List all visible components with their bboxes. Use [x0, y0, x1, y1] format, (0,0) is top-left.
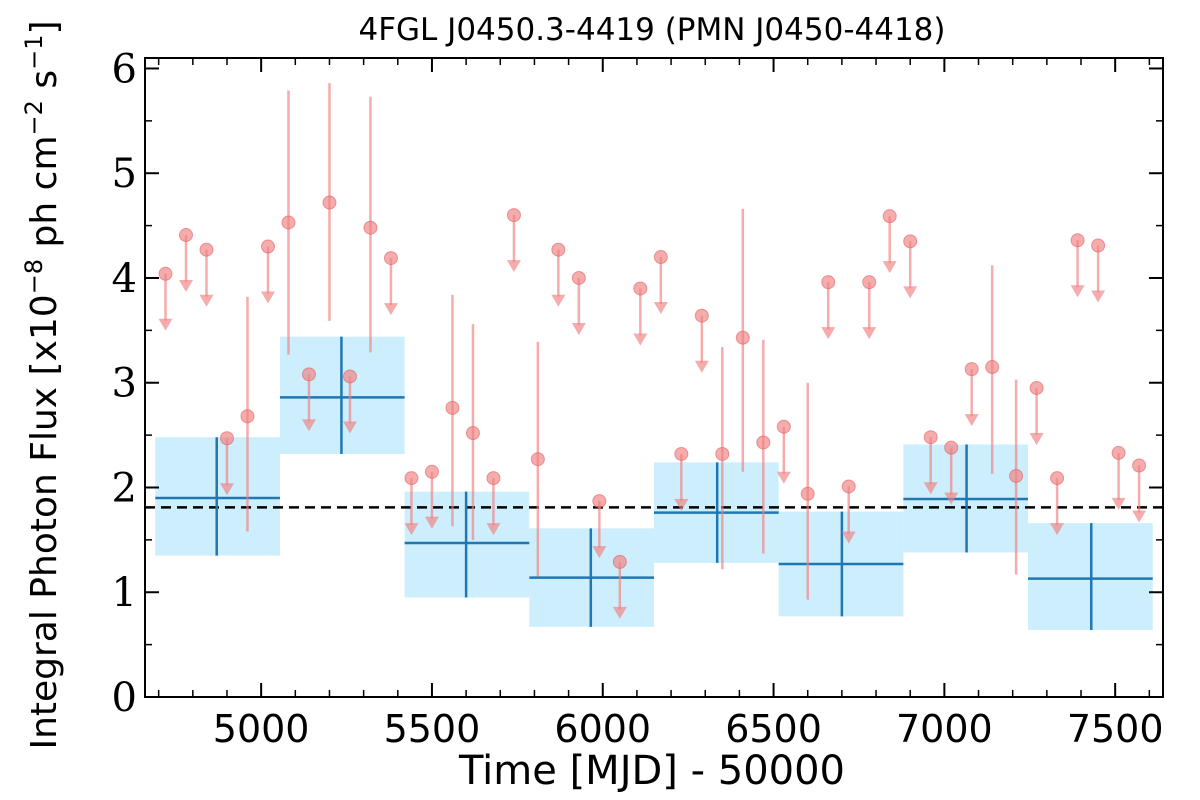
flux-point-27	[716, 447, 729, 460]
flux-point-21	[593, 495, 606, 508]
flux-point-14	[446, 401, 459, 414]
x-tick-label-2: 6000	[554, 707, 651, 751]
flux-point-39	[965, 363, 978, 376]
flux-point-18	[531, 453, 544, 466]
flux-point-43	[1051, 472, 1064, 485]
flux-point-30	[777, 420, 790, 433]
y-tick-label-6: 6	[112, 46, 137, 92]
flux-point-20	[572, 271, 585, 284]
flux-point-4	[241, 410, 254, 423]
upper-limit-arrowhead-32	[821, 327, 835, 339]
upper-limit-arrowhead-44	[1071, 285, 1085, 297]
flux-point-33	[842, 480, 855, 493]
y-axis-label-exp-area: −2	[20, 100, 48, 135]
x-tick-label-3: 6500	[725, 707, 822, 751]
flux-point-15	[466, 427, 479, 440]
flux-point-26	[695, 309, 708, 322]
y-axis-label-main: Integral Photon Flux [x10	[24, 294, 65, 749]
flux-point-44	[1071, 234, 1084, 247]
y-tick-labels: 0 1 2 3 4 5 6	[112, 46, 137, 721]
chart-title: 4FGL J0450.3-4419 (PMN J0450-4418)	[358, 12, 945, 48]
x-tick-label-4: 7000	[896, 707, 993, 751]
light-curve-chart: 5000 5500 6000 6500 7000 7500 0 1 2 3 4 5 6 4FGL J0…	[0, 0, 1200, 800]
y-tick-label-1: 1	[112, 570, 137, 616]
flux-point-42	[1030, 381, 1043, 394]
y-tick-label-3: 3	[112, 361, 137, 407]
upper-limit-arrowhead-5	[261, 292, 275, 304]
flux-point-47	[1133, 459, 1146, 472]
y-tick-label-0: 0	[112, 675, 137, 721]
upper-limit-arrowhead-1	[179, 280, 193, 292]
flux-point-0	[159, 267, 172, 280]
upper-limit-arrowhead-26	[695, 361, 709, 373]
flux-point-34	[863, 276, 876, 289]
upper-limit-arrowhead-24	[654, 302, 668, 314]
y-axis-label: Integral Photon Flux [x10−8 ph cm−2 s−1]	[20, 20, 65, 749]
flux-point-16	[487, 472, 500, 485]
flux-point-9	[343, 370, 356, 383]
upper-limit-arrowhead-35	[883, 261, 897, 273]
upper-limit-arrowhead-11	[384, 303, 398, 315]
upper-limit-arrowhead-30	[777, 472, 791, 484]
y-axis-label-mid: ph cm	[24, 135, 65, 258]
flux-point-46	[1112, 446, 1125, 459]
y-tick-label-5: 5	[112, 151, 137, 197]
flux-point-32	[822, 276, 835, 289]
upper-limit-arrowhead-42	[1030, 433, 1044, 445]
upper-limit-arrowhead-36	[903, 286, 917, 298]
upper-limit-arrowhead-45	[1091, 291, 1105, 303]
flux-point-38	[945, 441, 958, 454]
flux-point-41	[1010, 469, 1023, 482]
upper-limit-arrowhead-47	[1132, 510, 1146, 522]
upper-limit-arrowhead-17	[507, 260, 521, 272]
upper-limit-arrowhead-0	[158, 319, 172, 331]
upper-limit-arrowhead-2	[199, 295, 213, 307]
flux-point-24	[654, 251, 667, 264]
y-axis-label-exp-flux: −8	[20, 259, 48, 294]
upper-limit-arrowhead-19	[551, 295, 565, 307]
flux-point-25	[675, 447, 688, 460]
flux-point-36	[904, 235, 917, 248]
upper-limit-arrowhead-23	[633, 333, 647, 345]
flux-point-40	[986, 361, 999, 374]
long-bin-bands	[155, 337, 1153, 630]
flux-point-31	[801, 487, 814, 500]
upper-limit-arrowhead-39	[965, 414, 979, 426]
upper-limit-arrowhead-20	[572, 323, 586, 335]
flux-point-8	[323, 196, 336, 209]
flux-point-2	[200, 243, 213, 256]
flux-point-5	[261, 240, 274, 253]
y-axis-label-mid2: s	[24, 70, 65, 100]
flux-point-35	[883, 210, 896, 223]
y-axis-label-exp-time: −1	[20, 35, 48, 70]
flux-point-29	[757, 436, 770, 449]
x-tick-label-0: 5000	[213, 707, 310, 751]
x-tick-label-5: 7500	[1067, 707, 1164, 751]
flux-point-7	[302, 368, 315, 381]
y-tick-label-2: 2	[112, 465, 137, 511]
flux-point-45	[1092, 239, 1105, 252]
flux-point-28	[736, 331, 749, 344]
flux-point-11	[384, 252, 397, 265]
y-axis-label-end: ]	[24, 20, 65, 34]
flux-point-10	[364, 221, 377, 234]
upper-limit-arrowhead-34	[862, 327, 876, 339]
x-tick-labels: 5000 5500 6000 6500 7000 7500	[213, 707, 1164, 751]
x-tick-label-1: 5500	[384, 707, 481, 751]
flux-point-37	[924, 431, 937, 444]
flux-point-19	[552, 243, 565, 256]
flux-point-17	[507, 209, 520, 222]
flux-point-12	[405, 472, 418, 485]
flux-point-22	[613, 555, 626, 568]
flux-point-23	[634, 282, 647, 295]
y-tick-label-4: 4	[112, 256, 137, 302]
flux-point-1	[179, 229, 192, 242]
flux-point-3	[220, 432, 233, 445]
flux-point-6	[282, 216, 295, 229]
flux-point-13	[425, 465, 438, 478]
x-axis-label: Time [MJD] - 50000	[458, 748, 845, 794]
